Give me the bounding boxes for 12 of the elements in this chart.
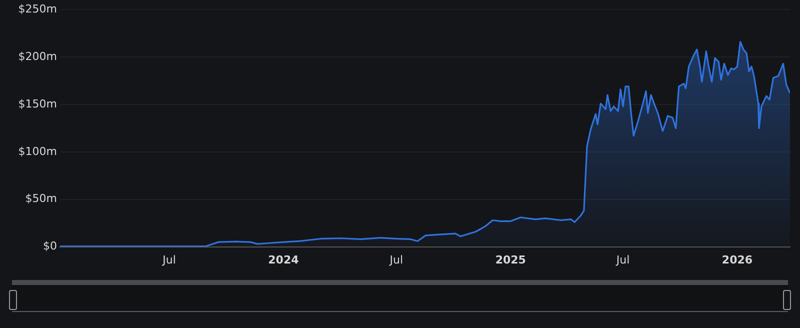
x-tick-label: Jul bbox=[388, 253, 404, 266]
y-tick-label: $200m bbox=[18, 50, 57, 63]
x-tick-label: Jul bbox=[162, 253, 176, 266]
y-tick-label: $250m bbox=[18, 2, 57, 16]
x-tick-label: 2024 bbox=[268, 253, 300, 266]
y-tick-label: $150m bbox=[18, 97, 57, 110]
x-tick-label: 2025 bbox=[495, 253, 526, 266]
x-tick-label: Jul bbox=[615, 253, 630, 266]
y-tick-label: $100m bbox=[18, 144, 57, 158]
y-tick-label: $50m bbox=[25, 192, 57, 206]
y-tick-label: $0 bbox=[43, 240, 57, 253]
x-tick-label: 2026 bbox=[722, 253, 753, 266]
